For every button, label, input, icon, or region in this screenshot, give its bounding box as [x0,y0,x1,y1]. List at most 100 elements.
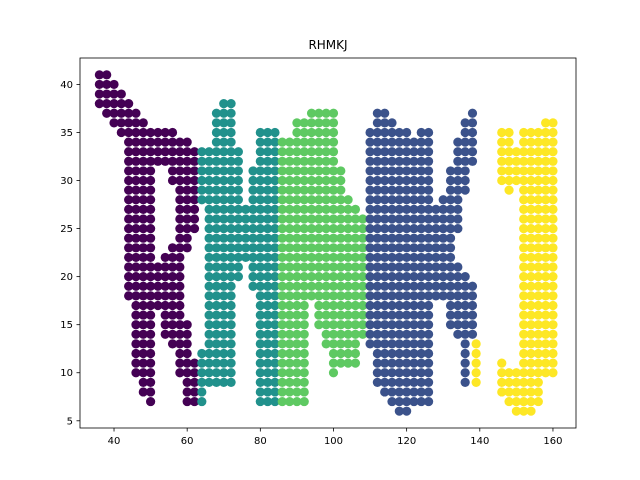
scatter-point [219,175,229,186]
scatter-point [160,262,170,272]
scatter-point [467,310,478,320]
scatter-point [438,195,448,205]
scatter-point [299,272,309,282]
scatter-point [263,185,273,195]
scatter-point [497,358,507,368]
scatter-point [241,223,251,234]
scatter-point [167,137,178,147]
scatter-point [255,320,265,330]
scatter-point [146,387,156,397]
scatter-point [263,147,273,157]
scatter-point [284,358,295,368]
scatter-point [336,300,346,311]
scatter-point [438,243,448,253]
scatter-point [306,166,317,176]
scatter-point [343,281,353,291]
scatter-point [365,233,375,243]
scatter-point [453,166,463,176]
scatter-point [358,329,368,339]
scatter-point [402,166,412,176]
scatter-point [270,396,280,407]
scatter-point [321,291,331,301]
scatter-point [131,195,141,205]
scatter-point [365,252,375,263]
scatter-point [146,175,156,186]
scatter-point [431,233,441,243]
x-tick-label: 60 [181,436,194,447]
scatter-point [226,281,236,291]
scatter-point [460,348,470,359]
scatter-point [453,320,463,330]
scatter-point [124,185,134,195]
scatter-point [541,358,551,368]
scatter-point [138,320,148,330]
scatter-point [526,233,536,243]
scatter-point [160,291,170,301]
scatter-point [416,320,426,330]
y-axis-ticks: 5 10 15 20 25 30 35 40 [60,80,80,427]
scatter-point [277,358,287,368]
scatter-point [380,195,390,205]
scatter-point [175,272,185,282]
scatter-point [438,291,448,301]
scatter-point [471,348,481,359]
scatter-point [504,377,514,387]
scatter-point [255,214,265,224]
scatter-point [548,118,558,128]
scatter-point [511,387,521,397]
scatter-point [109,79,119,90]
scatter-point [138,223,148,234]
scatter-point [255,272,265,282]
scatter-point [453,185,463,195]
scatter-point [328,358,339,368]
axes-frame [79,57,577,429]
scatter-point [248,252,258,263]
scatter-point [204,156,214,166]
scatter-point [541,320,551,330]
scatter-point [211,339,222,349]
scatter-point [138,156,148,166]
scatter-point [533,137,543,147]
scatter-point [533,348,543,359]
scatter-point [460,118,470,128]
scatter-point [292,252,302,263]
scatter-point [131,214,141,224]
scatter-point [124,243,134,253]
scatter-point [497,368,507,378]
scatter-point [270,320,280,330]
scatter-point [182,329,192,339]
scatter-point [511,406,521,416]
scatter-point [197,348,207,359]
scatter-point [453,223,463,234]
scatter-point [394,223,404,234]
scatter-point [204,195,214,205]
scatter-point [277,233,287,243]
scatter-point [175,368,185,378]
scatter-point [380,175,390,186]
scatter-point [182,233,192,243]
scatter-point [533,185,543,195]
scatter-point [146,310,156,320]
scatter-point [189,185,200,195]
scatter-point [423,291,434,301]
scatter-point [533,358,543,368]
scatter-point [146,291,156,301]
scatter-point [306,281,317,291]
scatter-point [358,262,368,272]
scatter-point [211,329,222,339]
scatter-point [284,204,295,214]
scatter-point [387,118,397,128]
scatter-point [336,329,346,339]
scatter-point [204,300,214,311]
scatter-point [138,118,148,128]
scatter-point [131,137,141,147]
scatter-point [219,243,229,253]
scatter-point [263,329,273,339]
scatter-point [423,300,434,311]
scatter-point [241,214,251,224]
scatter-point [146,262,156,272]
scatter-point [131,185,141,195]
scatter-point [204,339,214,349]
scatter-point [372,329,382,339]
scatter-point [277,387,287,397]
